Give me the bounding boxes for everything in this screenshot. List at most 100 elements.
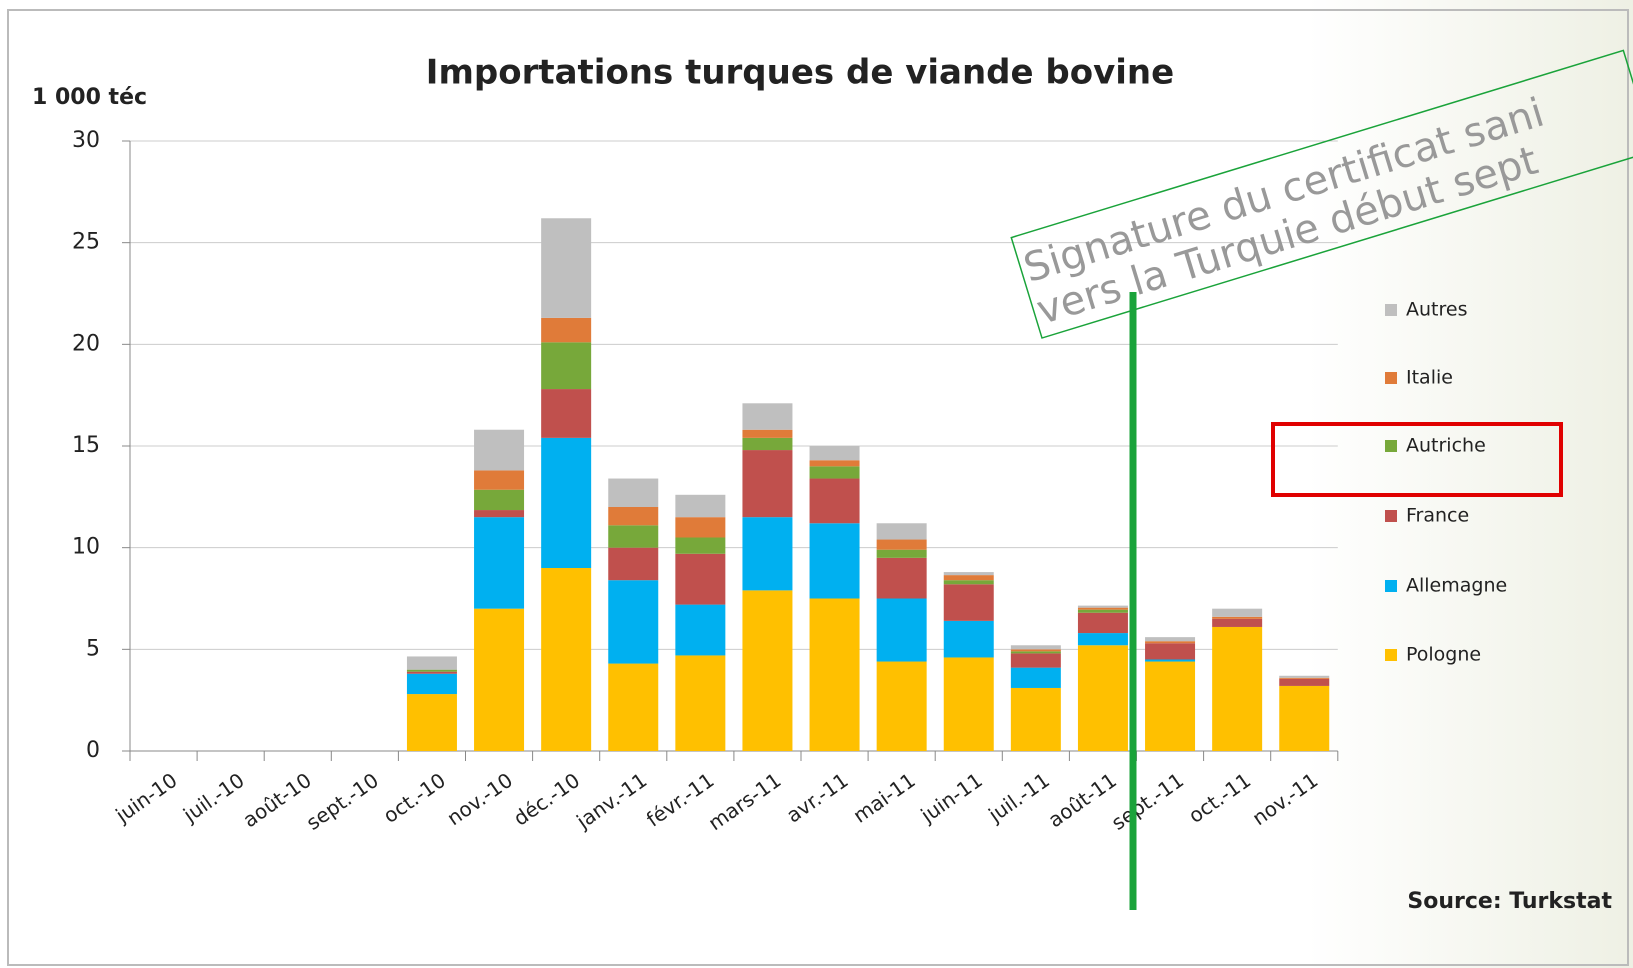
bar-segment [1145, 661, 1196, 751]
bar-segment [1010, 649, 1061, 652]
bar-segment [1279, 685, 1330, 751]
bar-segment [474, 470, 525, 490]
bar-segment [809, 460, 860, 467]
bar-segment [1077, 609, 1128, 613]
y-axis-label: 1 000 téc [32, 85, 147, 110]
plot: 051015202530juin-10juil.-10août-10sept.-… [72, 128, 1339, 835]
bar-segment [1077, 605, 1128, 608]
bar-segment [1279, 678, 1330, 686]
highlight-box [1271, 422, 1563, 497]
bar-segment [675, 655, 726, 751]
bar-segment [1279, 677, 1330, 679]
legend-label: Autriche [1406, 435, 1486, 457]
bar-segment [1145, 643, 1196, 660]
bar-segment [742, 429, 793, 438]
y-tick-label: 20 [72, 331, 100, 356]
bar-segment [541, 389, 592, 438]
y-tick-label: 0 [86, 738, 100, 763]
bar-segment [406, 656, 457, 670]
legend-swatch [1385, 304, 1397, 316]
bar-segment [943, 620, 994, 658]
bar-segment [608, 478, 659, 507]
bar-segment [1212, 618, 1263, 627]
bar-segment [809, 478, 860, 524]
source: Source: Turkstat [1407, 889, 1612, 914]
y-tick-label: 5 [86, 636, 100, 661]
bar-segment [876, 539, 927, 550]
bar-segment [1145, 641, 1196, 644]
bar-segment [541, 218, 592, 318]
bar-segment [675, 517, 726, 538]
bar-segment [1279, 675, 1330, 678]
bar-segment [474, 489, 525, 511]
bar-segment [1010, 667, 1061, 688]
bar-segment [541, 342, 592, 390]
bar-segment [406, 671, 457, 674]
bar-segment [1145, 637, 1196, 642]
bar-segment [809, 598, 860, 751]
bar-segment [1077, 633, 1128, 646]
bar-segment [1212, 616, 1263, 619]
bar-segment [943, 580, 994, 585]
bar-segment [474, 510, 525, 518]
bar-segment [474, 608, 525, 751]
frame [7, 9, 1629, 966]
legend-swatch [1385, 372, 1397, 384]
bar-segment [541, 568, 592, 751]
bar-segment [742, 517, 793, 591]
bar-segment [675, 537, 726, 554]
legend-swatch [1385, 510, 1397, 522]
bar-segment [541, 437, 592, 568]
bar-segment [608, 547, 659, 581]
bar-segment [608, 663, 659, 751]
chart-title: Importations turques de viande bovine [426, 53, 1174, 93]
bar-segment [1212, 608, 1263, 617]
bar-segment [1010, 651, 1061, 654]
bar-segment [943, 584, 994, 621]
bar-segment [675, 604, 726, 656]
bar-segment [943, 572, 994, 576]
bar-segment [474, 429, 525, 471]
legend-label: Italie [1406, 367, 1453, 389]
bar-segment [809, 523, 860, 599]
y-tick-label: 10 [72, 535, 100, 560]
legend-label: Allemagne [1406, 575, 1507, 597]
bar-segment [1077, 612, 1128, 634]
bar-segment [943, 657, 994, 751]
bar-segment [876, 523, 927, 540]
bar-segment [608, 580, 659, 664]
bar-segment [675, 553, 726, 605]
bar-segment [474, 517, 525, 609]
bar-segment [1077, 607, 1128, 610]
bar-segment [608, 507, 659, 526]
bar-segment [809, 446, 860, 461]
bar-segment [608, 525, 659, 548]
bar-segment [541, 317, 592, 343]
bar-segment [742, 590, 793, 751]
bar-segment [406, 694, 457, 751]
bar-segment [809, 466, 860, 479]
legend-swatch [1385, 580, 1397, 592]
bar-segment [1010, 653, 1061, 668]
legend-swatch [1385, 649, 1397, 661]
bar-segment [1077, 645, 1128, 751]
legend-label: Autres [1406, 299, 1467, 321]
bar-segment [876, 598, 927, 662]
bar-segment [675, 494, 726, 518]
bar-segment [876, 549, 927, 558]
y-tick-label: 30 [72, 128, 100, 153]
legend-swatch [1385, 440, 1397, 452]
annotation-frame [1010, 49, 1633, 339]
bar-segment [876, 661, 927, 751]
legend-label: France [1406, 505, 1469, 527]
bar-segment [1010, 645, 1061, 650]
bar-segment [406, 673, 457, 695]
bar-segment [1212, 626, 1263, 751]
bar-segment [943, 575, 994, 581]
y-tick-label: 25 [72, 230, 100, 255]
bar-segment [1145, 659, 1196, 662]
y-tick-label: 15 [72, 433, 100, 458]
bar-segment [876, 557, 927, 599]
bar-segment [1010, 687, 1061, 751]
